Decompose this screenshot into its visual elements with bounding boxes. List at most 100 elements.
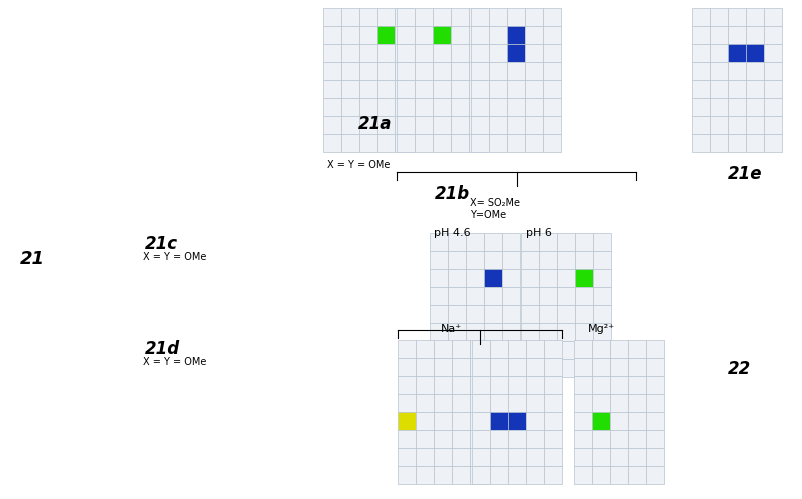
Bar [628, 340, 646, 358]
Bar [628, 376, 646, 394]
Bar [451, 44, 469, 62]
Bar [433, 116, 451, 134]
Bar [323, 80, 341, 98]
Bar [416, 394, 434, 412]
Bar [746, 62, 764, 80]
Bar [526, 466, 544, 484]
Bar [539, 305, 557, 323]
Bar [430, 323, 448, 341]
Bar [398, 376, 416, 394]
Bar [416, 358, 434, 376]
Bar [539, 251, 557, 269]
Bar [397, 80, 415, 98]
Bar [466, 305, 484, 323]
Bar [398, 340, 416, 358]
Bar [525, 8, 543, 26]
Bar [452, 466, 470, 484]
Bar [434, 466, 452, 484]
Text: Na⁺: Na⁺ [440, 324, 462, 334]
Bar [592, 376, 610, 394]
Bar [323, 134, 341, 152]
Bar [416, 412, 434, 430]
Bar [397, 116, 415, 134]
Bar [430, 305, 448, 323]
Bar [764, 62, 782, 80]
Bar [433, 134, 451, 152]
Bar [628, 412, 646, 430]
Bar [430, 287, 448, 305]
Bar [430, 269, 448, 287]
Bar [525, 26, 543, 44]
Bar [472, 448, 490, 466]
Bar [521, 341, 539, 359]
Bar [323, 62, 341, 80]
Bar [628, 466, 646, 484]
Bar [397, 26, 415, 44]
Bar [490, 430, 508, 448]
Bar [746, 98, 764, 116]
Bar [508, 376, 526, 394]
Bar [764, 26, 782, 44]
Bar [452, 394, 470, 412]
Bar [502, 323, 520, 341]
Bar [359, 26, 377, 44]
Text: pH 4.6: pH 4.6 [434, 228, 471, 238]
Bar [416, 466, 434, 484]
Bar [574, 376, 592, 394]
Bar [539, 233, 557, 251]
Bar [471, 8, 489, 26]
Bar [593, 287, 611, 305]
Bar [484, 251, 502, 269]
Bar [526, 448, 544, 466]
Bar [433, 44, 451, 62]
Bar [469, 98, 487, 116]
Bar [728, 80, 746, 98]
Bar [469, 62, 487, 80]
Bar [323, 8, 341, 26]
Bar [646, 376, 664, 394]
Bar [593, 359, 611, 377]
Bar [502, 251, 520, 269]
Bar [490, 394, 508, 412]
Bar [544, 376, 562, 394]
Bar [557, 233, 575, 251]
Bar [448, 287, 466, 305]
Bar [764, 8, 782, 26]
Bar [710, 44, 728, 62]
Bar [471, 80, 489, 98]
Bar [574, 340, 592, 358]
Bar [471, 26, 489, 44]
Bar [433, 62, 451, 80]
Bar [692, 8, 710, 26]
Bar [692, 116, 710, 134]
Bar [710, 116, 728, 134]
Bar [341, 44, 359, 62]
Bar [470, 376, 488, 394]
Bar [728, 44, 746, 62]
Bar [764, 80, 782, 98]
Bar [592, 448, 610, 466]
Bar [628, 430, 646, 448]
Text: 21c: 21c [145, 235, 178, 253]
Bar [434, 448, 452, 466]
Bar [628, 394, 646, 412]
Bar [544, 340, 562, 358]
Bar [646, 448, 664, 466]
Bar [470, 448, 488, 466]
Bar [377, 80, 395, 98]
Bar [710, 80, 728, 98]
Bar [433, 8, 451, 26]
Bar [543, 80, 561, 98]
Bar [610, 466, 628, 484]
Bar [646, 430, 664, 448]
Bar [415, 80, 433, 98]
Bar [451, 26, 469, 44]
Bar [434, 430, 452, 448]
Bar [539, 287, 557, 305]
Bar [434, 412, 452, 430]
Bar [574, 466, 592, 484]
Bar [544, 448, 562, 466]
Bar [544, 466, 562, 484]
Text: Mg²⁺: Mg²⁺ [588, 324, 615, 334]
Bar [472, 340, 490, 358]
